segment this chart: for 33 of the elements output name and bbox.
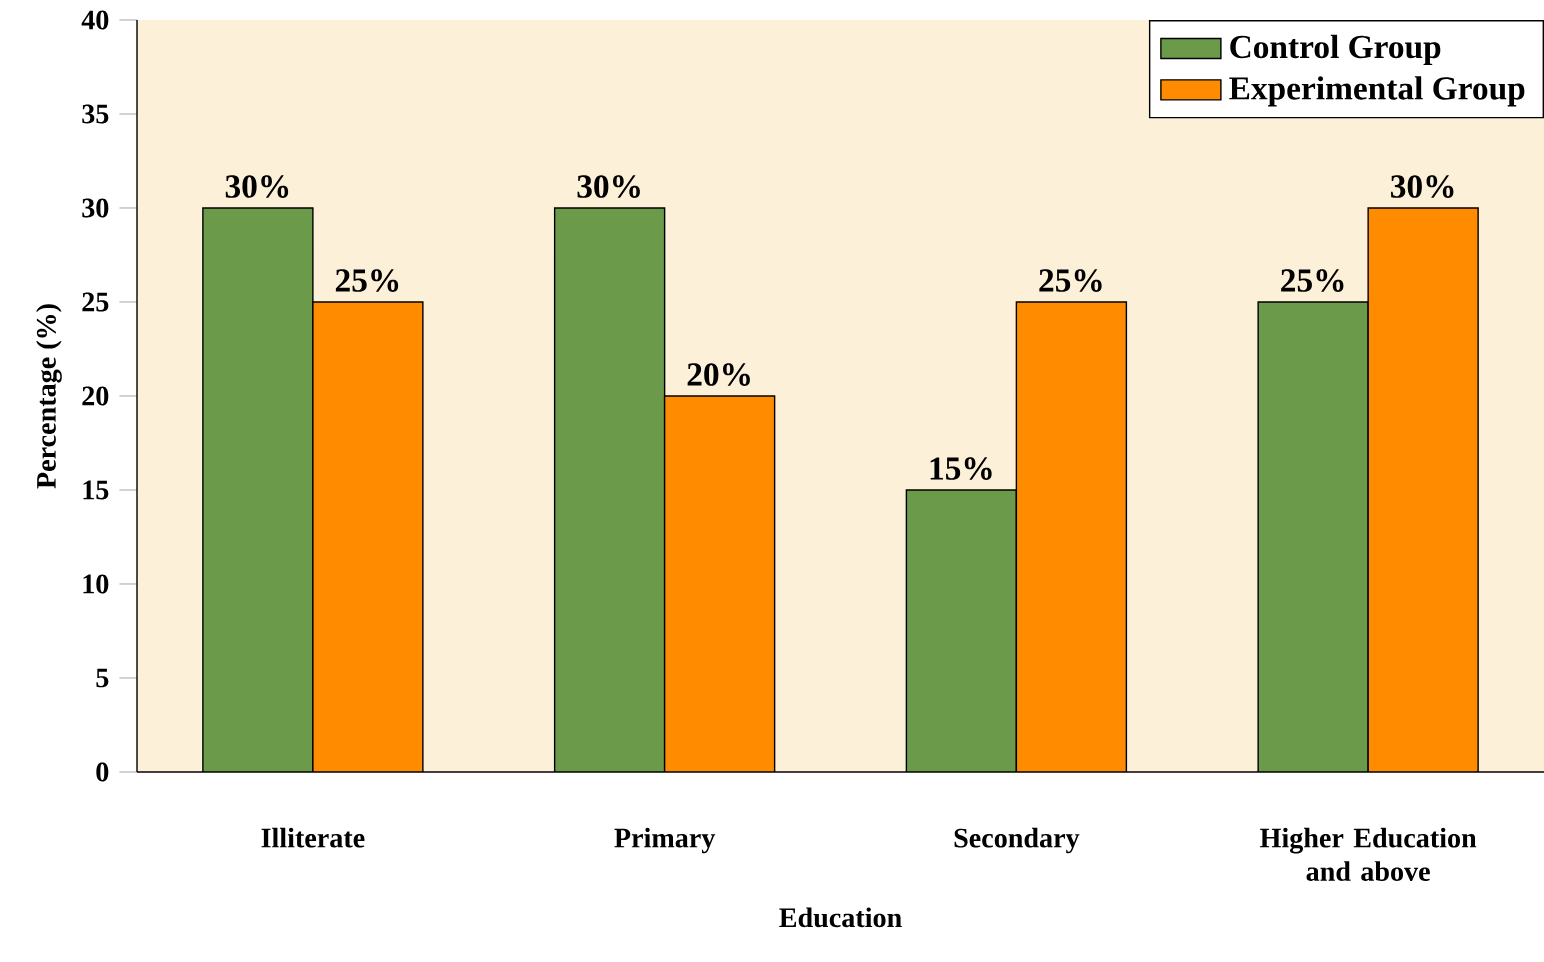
- bar: [554, 207, 665, 772]
- y-tick-label: 30: [82, 198, 109, 218]
- bar: [906, 489, 1017, 772]
- y-tick-label: 25: [82, 292, 109, 312]
- x-axis-title: Education: [779, 907, 902, 928]
- data-label: 20%: [687, 363, 750, 386]
- data-label: 25%: [335, 269, 399, 292]
- y-tick-label: 5: [96, 668, 109, 688]
- data-label: 25%: [1039, 269, 1102, 292]
- data-label: 30%: [577, 175, 640, 198]
- y-tick-label: 0: [96, 762, 109, 782]
- bar: [1367, 207, 1479, 772]
- y-tick-label: 35: [82, 104, 109, 124]
- data-label: 30%: [225, 175, 289, 198]
- y-tick-label: 15: [83, 480, 109, 500]
- data-label: 15%: [930, 457, 992, 480]
- bar: [312, 301, 423, 772]
- legend-label: Control Group: [1230, 34, 1441, 66]
- bar: [1257, 301, 1369, 772]
- x-tick-label: Illiterate: [261, 827, 365, 848]
- x-tick-label: Primary: [614, 827, 716, 854]
- bar: [202, 207, 313, 772]
- bar: [664, 395, 775, 772]
- y-axis-title: Percentage (%): [36, 304, 62, 489]
- bar: [1016, 301, 1127, 772]
- legend-label: Experimental Group: [1229, 76, 1525, 107]
- data-label: 25%: [1281, 269, 1344, 292]
- x-tick-label: Higher Education and above: [1260, 827, 1477, 881]
- x-tick-label: Secondary: [954, 827, 1080, 854]
- data-label: 30%: [1391, 175, 1454, 198]
- y-tick-label: 10: [83, 574, 109, 594]
- y-tick-label: 40: [81, 10, 109, 30]
- y-tick-label: 20: [82, 386, 109, 406]
